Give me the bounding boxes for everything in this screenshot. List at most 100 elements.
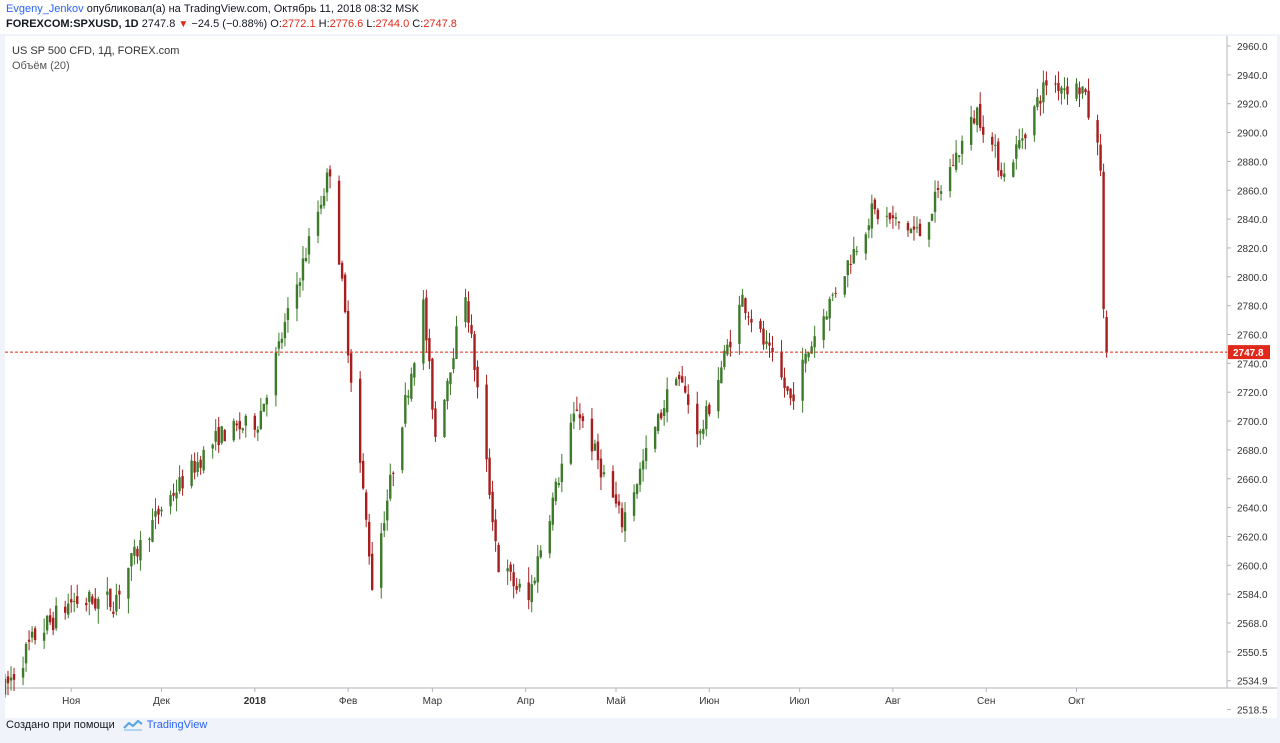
candle-body xyxy=(1021,138,1024,141)
time-tick-label: Ноя xyxy=(62,696,80,707)
candle-body xyxy=(401,427,404,470)
candle-body xyxy=(674,379,678,386)
candle-body xyxy=(762,328,765,345)
candle-body xyxy=(337,180,341,265)
candle-body xyxy=(512,572,515,587)
price-tick-label: 2534.9 xyxy=(1237,677,1268,688)
candle-body xyxy=(551,497,554,525)
candle-body xyxy=(304,258,308,262)
candle-body xyxy=(768,342,771,346)
candle-body xyxy=(846,260,849,276)
candle-body xyxy=(957,155,961,157)
candle-body xyxy=(232,420,235,441)
candle-body xyxy=(175,492,178,499)
candle-body xyxy=(954,152,958,170)
candle-body xyxy=(494,519,497,542)
candle-body xyxy=(843,276,846,295)
candle-body xyxy=(641,460,645,470)
candle-body xyxy=(380,533,383,588)
high-value: 2776.6 xyxy=(329,18,364,30)
price-tick-label: 2720.0 xyxy=(1237,388,1268,399)
candle-body xyxy=(708,404,711,415)
candle-body xyxy=(557,482,561,486)
last-price-label: 2747.8 xyxy=(1233,348,1264,359)
candle-body xyxy=(656,414,660,431)
candle-body xyxy=(936,187,940,191)
candle-body xyxy=(825,316,828,320)
candle-body xyxy=(325,172,329,193)
candle-body xyxy=(214,430,217,442)
candle-body xyxy=(446,380,449,402)
time-tick-label: Фев xyxy=(339,696,357,707)
candle-body xyxy=(1096,120,1099,143)
candle-body xyxy=(617,501,621,506)
candle-body xyxy=(94,598,97,609)
candle-body xyxy=(63,606,67,613)
candle-body xyxy=(831,294,834,296)
chart-area[interactable]: 2518.5 2534.9 2550.5 2568.0 2584.0 2600.0 2620… xyxy=(5,36,1277,718)
candle-body xyxy=(1003,173,1006,178)
author-link[interactable]: Evgeny_Jenkov xyxy=(6,3,84,15)
price-tick-label: 2518.5 xyxy=(1237,706,1268,717)
candle-body xyxy=(6,676,10,684)
price-tick-label: 2900.0 xyxy=(1237,129,1268,140)
candle-body xyxy=(160,509,163,512)
candle-body xyxy=(473,334,476,371)
candle-body xyxy=(783,377,786,388)
candle-body xyxy=(602,472,606,475)
candle-body xyxy=(172,492,175,496)
candle-body xyxy=(1087,90,1090,118)
candle-body xyxy=(428,338,431,362)
candle-body xyxy=(235,423,238,426)
candle-body xyxy=(476,366,479,388)
last-price: 2747.8 xyxy=(141,18,176,30)
candle-body xyxy=(659,412,663,419)
candle-body xyxy=(253,415,257,430)
candle-body xyxy=(139,540,142,561)
candle-body xyxy=(133,546,136,556)
candle-body xyxy=(918,223,922,237)
candle-body xyxy=(217,426,220,446)
candle-body xyxy=(154,511,157,517)
candle-body xyxy=(434,408,437,437)
candle-body xyxy=(488,457,491,495)
candle-body xyxy=(1045,80,1048,86)
candle-body xyxy=(1054,83,1057,85)
footer: Создано при помощи TradingView xyxy=(6,719,207,731)
candle-body xyxy=(593,443,597,451)
candle-body xyxy=(178,477,181,492)
candle-body xyxy=(894,217,898,219)
candle-body xyxy=(343,274,347,313)
candle-body xyxy=(136,548,139,557)
candle-body xyxy=(298,282,302,286)
candle-body xyxy=(780,351,783,378)
price-tick-label: 2760.0 xyxy=(1237,331,1268,342)
candle-body xyxy=(244,415,247,426)
price-tick-label: 2780.0 xyxy=(1237,302,1268,313)
candle-body xyxy=(786,386,789,391)
candle-body xyxy=(771,347,774,353)
candle-body xyxy=(370,553,374,590)
candle-body xyxy=(202,449,205,471)
candle-body xyxy=(662,408,666,417)
candle-body xyxy=(536,556,539,583)
candle-body xyxy=(975,107,979,126)
price-chart[interactable]: 2518.5 2534.9 2550.5 2568.0 2584.0 2600.0 2620… xyxy=(5,36,1277,718)
candle-body xyxy=(24,643,28,664)
candle-body xyxy=(822,316,825,341)
candle-body xyxy=(70,599,73,603)
candle-body xyxy=(876,209,880,220)
candle-body xyxy=(867,225,871,231)
tradingview-brand[interactable]: TradingView xyxy=(122,719,207,731)
candle-body xyxy=(410,373,413,399)
candle-body xyxy=(1063,88,1066,91)
time-tick-label: Июл xyxy=(789,696,809,707)
candle-body xyxy=(813,336,816,348)
candle-body xyxy=(533,580,536,584)
price-change: −24.5 (−0.88%) xyxy=(191,18,268,30)
candle-body xyxy=(322,195,326,206)
candle-body xyxy=(620,508,624,528)
candle-body xyxy=(554,481,558,502)
candle-body xyxy=(431,358,434,410)
candle-body xyxy=(364,492,368,520)
